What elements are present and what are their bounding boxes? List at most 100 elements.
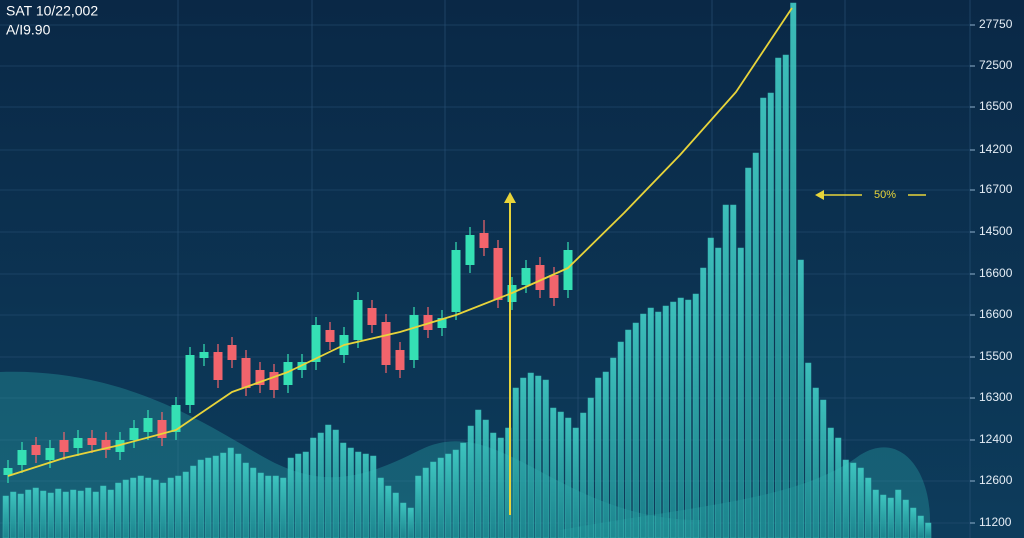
volume-bar	[392, 492, 399, 538]
volume-bar	[722, 204, 729, 538]
volume-bar	[910, 507, 917, 538]
volume-bar	[587, 397, 594, 538]
volume-bar	[190, 465, 197, 538]
volume-bar	[272, 475, 279, 538]
volume-bar	[175, 475, 182, 538]
volume-bar	[437, 457, 444, 538]
candle-body	[129, 428, 139, 440]
arrow-head	[815, 190, 824, 200]
volume-bar	[790, 2, 797, 538]
volume-bar	[475, 409, 482, 538]
candle-body	[255, 370, 265, 385]
volume-bar	[287, 457, 294, 538]
volume-bar	[167, 477, 174, 538]
volume-bar	[325, 424, 332, 538]
candle-body	[269, 372, 279, 390]
y-tick-label: 12400	[979, 432, 1013, 446]
volume-bar	[677, 297, 684, 538]
candle-body	[185, 355, 195, 405]
volume-bar	[115, 482, 122, 538]
volume-bar	[640, 313, 647, 538]
volume-bar	[70, 489, 77, 538]
volume-bar	[107, 489, 114, 538]
chart-title: SAT 10/22,002	[6, 3, 98, 19]
volume-bar	[827, 427, 834, 538]
volume-bar	[700, 267, 707, 538]
candle-body	[493, 248, 503, 300]
volume-bar	[182, 471, 189, 538]
volume-bar	[62, 491, 69, 538]
candle-body	[437, 318, 447, 328]
volume-bar	[415, 475, 422, 538]
volume-bar	[445, 453, 452, 538]
volume-bar	[535, 375, 542, 538]
volume-bar	[25, 489, 32, 538]
y-tick-label: 72500	[979, 58, 1013, 72]
candle-body	[381, 322, 391, 365]
y-tick-label: 11200	[979, 515, 1012, 529]
volume-bar	[812, 387, 819, 538]
volume-bar	[917, 515, 924, 538]
volume-bar	[257, 472, 264, 538]
volume-bar	[902, 499, 909, 538]
volume-bar	[610, 357, 617, 538]
y-tick-label: 16300	[979, 390, 1013, 404]
y-tick-label: 16700	[979, 182, 1013, 196]
volume-bar	[775, 57, 782, 538]
volume-bar	[685, 299, 692, 538]
candle-body	[241, 358, 251, 388]
volume-bar	[332, 429, 339, 538]
candle-body	[535, 265, 545, 290]
volume-bar	[715, 247, 722, 538]
volume-bar	[557, 411, 564, 538]
volume-bar	[377, 477, 384, 538]
volume-bar	[625, 329, 632, 538]
y-tick-label: 14200	[979, 142, 1013, 156]
chart-subtitle: A/I9.90	[6, 22, 51, 38]
candle-body	[311, 325, 321, 362]
volume-bar	[347, 447, 354, 538]
candle-body	[157, 420, 167, 438]
volume-bar	[407, 507, 414, 538]
arrow-head	[504, 192, 516, 203]
volume-bar	[767, 92, 774, 538]
volume-bar	[137, 475, 144, 538]
volume-bar	[752, 152, 759, 538]
volume-bar	[250, 467, 257, 538]
volume-bar	[520, 377, 527, 538]
volume-bar	[550, 407, 557, 538]
candle-body	[227, 345, 237, 360]
volume-bar	[235, 453, 242, 538]
volume-bar	[490, 432, 497, 538]
volume-bar	[565, 417, 572, 538]
volume-bar	[205, 457, 212, 538]
candle-body	[479, 233, 489, 248]
volume-bar	[10, 491, 17, 538]
volume-bar	[422, 467, 429, 538]
volume-bar	[85, 487, 92, 538]
volume-bar	[880, 494, 887, 538]
candle-body	[367, 308, 377, 325]
y-tick-label: 14500	[979, 224, 1013, 238]
volume-bar	[385, 485, 392, 538]
candle-body	[59, 440, 69, 452]
candle-body	[451, 250, 461, 312]
volume-bar	[317, 432, 324, 538]
y-tick-label: 16500	[979, 99, 1013, 113]
candle-body	[325, 330, 335, 342]
volume-bar	[617, 341, 624, 538]
volume-bar	[152, 479, 159, 538]
y-axis: 11200 12600 12400 16300 15500 16600 16600 14500…	[970, 17, 1013, 529]
volume-bar	[730, 204, 737, 538]
candle-body	[465, 235, 475, 265]
candle-body	[283, 362, 293, 385]
volume-bar	[482, 419, 489, 538]
volume-bar	[265, 475, 272, 538]
volume-bar	[835, 437, 842, 538]
candles	[3, 220, 573, 483]
volume-bar	[842, 459, 849, 538]
candle-body	[31, 445, 41, 455]
volume-bars	[2, 2, 932, 538]
volume-bar	[160, 482, 167, 538]
